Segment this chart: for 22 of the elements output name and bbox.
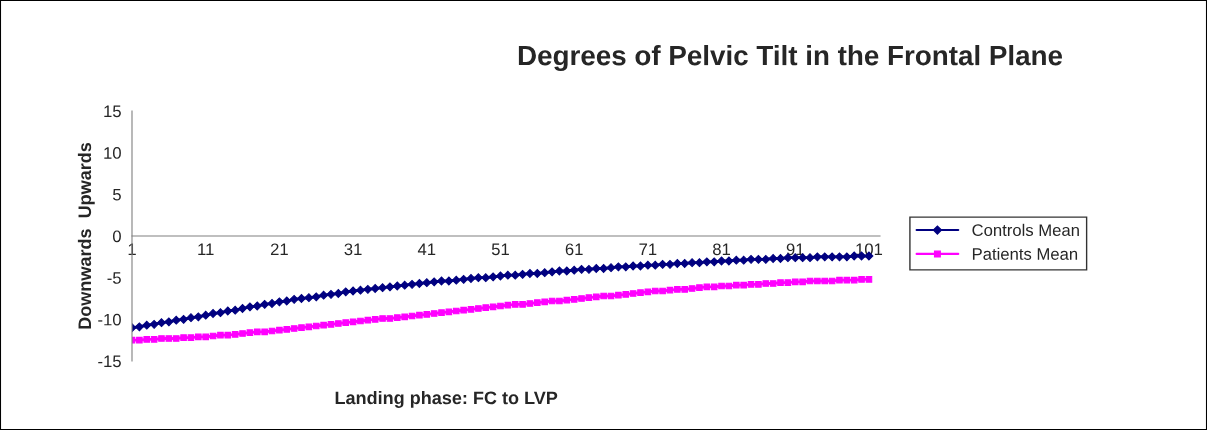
x-tick-label: 21 xyxy=(270,243,288,256)
y-tick-label: 0 xyxy=(112,230,121,243)
x-tick-label: 41 xyxy=(417,243,436,256)
x-tick-label: 91 xyxy=(786,243,804,256)
x-tick-label: 11 xyxy=(198,243,214,256)
chart-title: Degrees of Pelvic Tilt in the Frontal Plane xyxy=(518,44,1063,72)
x-axis-title: Landing phase: FC to LVP xyxy=(335,391,558,408)
x-tick-label: 81 xyxy=(713,243,731,256)
x-tick-label: 51 xyxy=(491,243,509,256)
y-tick-label: -5 xyxy=(107,272,121,284)
x-tick-label: 1 xyxy=(128,243,136,256)
x-tick-label: 71 xyxy=(639,243,657,256)
x-tick-label: 61 xyxy=(565,243,583,256)
y-tick-label: 10 xyxy=(104,147,121,159)
legend-label: Controls Mean xyxy=(972,223,1079,237)
y-tick-label: 15 xyxy=(104,105,121,118)
legend-label: Patients Mean xyxy=(972,247,1078,260)
x-tick-label: 31 xyxy=(344,243,362,256)
y-tick-label: -15 xyxy=(98,355,121,368)
y-tick-label: 5 xyxy=(112,188,121,201)
y-tick-label: -10 xyxy=(98,313,121,326)
y-axis-title: Downwards Upwards xyxy=(77,142,95,329)
